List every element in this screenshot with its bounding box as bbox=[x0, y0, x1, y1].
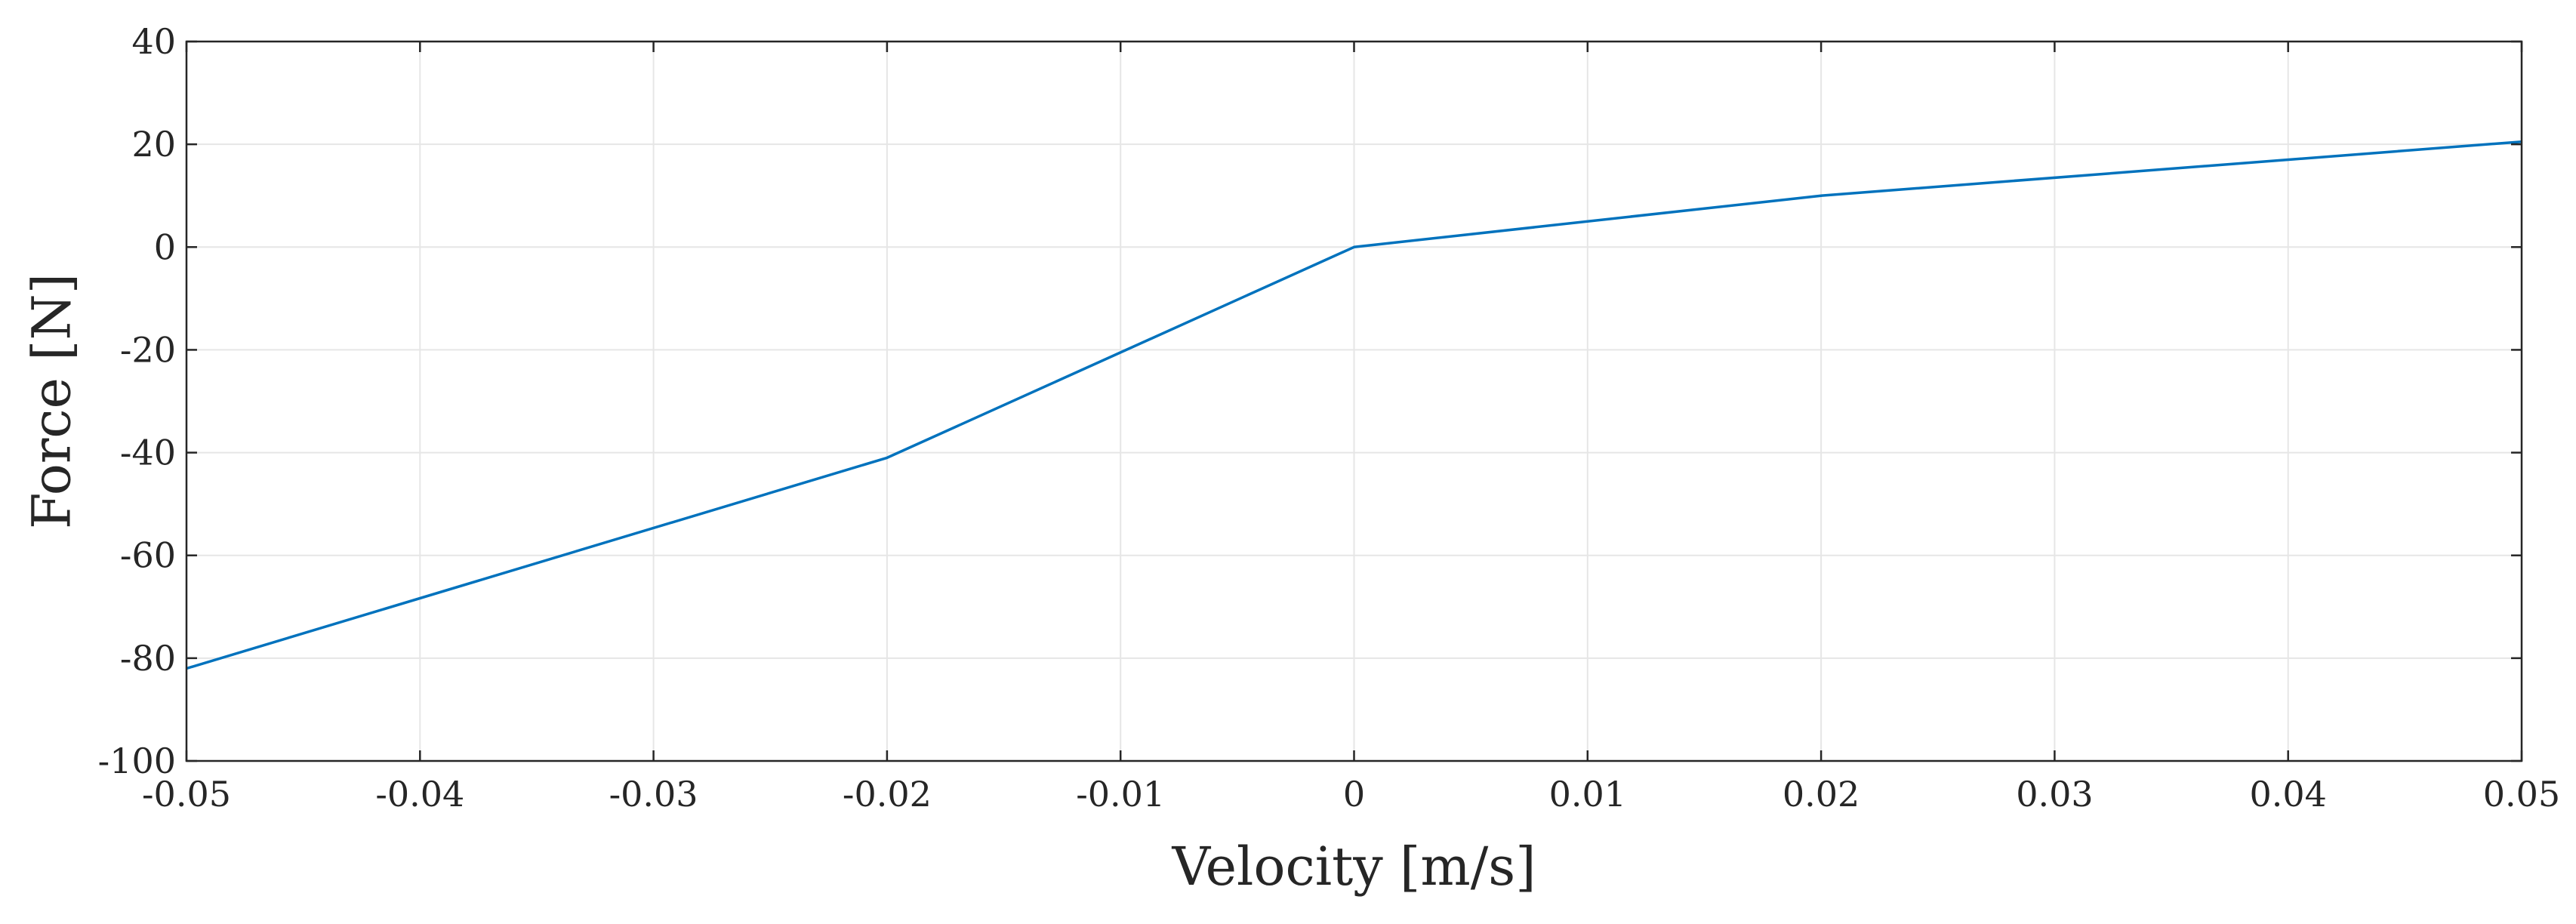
x-tick-label: -0.04 bbox=[375, 774, 464, 815]
y-tick-label: -40 bbox=[120, 433, 176, 473]
x-tick-label: 0.01 bbox=[1549, 774, 1626, 815]
y-tick-label: -80 bbox=[120, 638, 176, 679]
y-tick-label: 0 bbox=[154, 226, 176, 267]
x-tick-label: -0.05 bbox=[142, 774, 231, 815]
y-tick-label: -20 bbox=[120, 329, 176, 370]
x-tick-label: -0.02 bbox=[843, 774, 932, 815]
y-tick-label: 20 bbox=[131, 124, 176, 165]
x-tick-label: 0.04 bbox=[2249, 774, 2326, 815]
y-tick-label: 40 bbox=[131, 21, 176, 62]
x-axis-title: Velocity [m/s] bbox=[1171, 836, 1536, 898]
x-tick-label: 0.05 bbox=[2483, 774, 2560, 815]
y-tick-label: -100 bbox=[98, 741, 176, 781]
y-tick-labels: -100 -80 -60 -40 -20 0 20 40 bbox=[98, 21, 176, 781]
tick-marks bbox=[185, 40, 2523, 762]
y-axis-title: Force [N] bbox=[21, 273, 83, 529]
x-tick-label: 0 bbox=[1343, 774, 1365, 815]
series-line bbox=[186, 140, 2522, 670]
x-tick-label: 0.02 bbox=[1783, 774, 1860, 815]
x-tick-label: 0.03 bbox=[2016, 774, 2093, 815]
x-tick-label: -0.03 bbox=[609, 774, 698, 815]
x-tick-labels: -0.05 -0.04 -0.03 -0.02 -0.01 0 0.01 0.02 0.03 0.… bbox=[142, 774, 2560, 815]
x-tick-label: -0.01 bbox=[1076, 774, 1165, 815]
y-tick-label: -60 bbox=[120, 535, 176, 576]
